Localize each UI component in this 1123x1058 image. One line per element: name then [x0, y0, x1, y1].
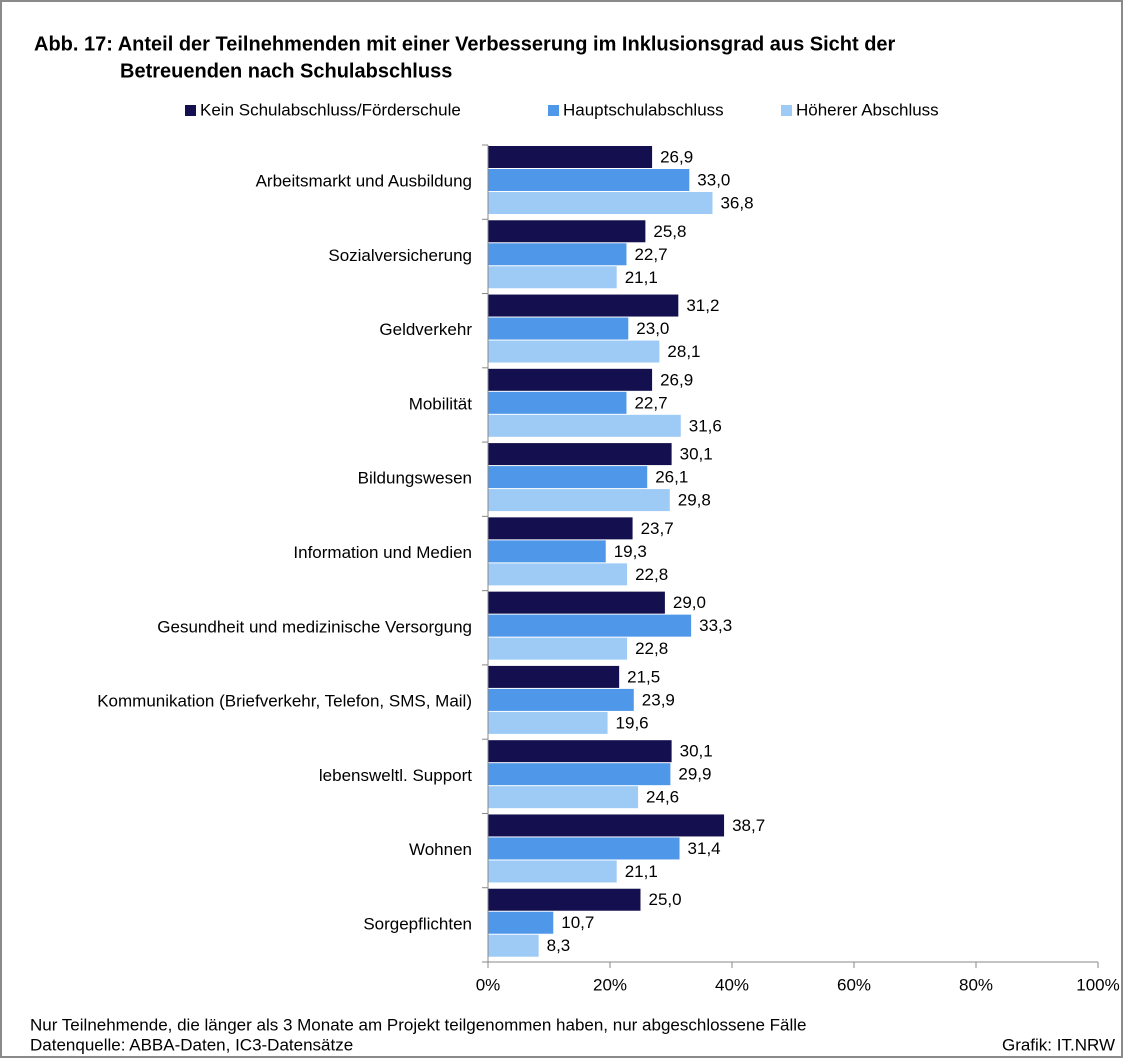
value-label: 22,8 [635, 639, 668, 658]
value-label: 24,6 [646, 788, 679, 807]
bar [488, 860, 617, 883]
value-label: 22,7 [634, 393, 667, 412]
value-label: 23,7 [641, 519, 674, 538]
legend-label: Kein Schulabschluss/Förderschule [200, 100, 461, 119]
y-tick-label: Bildungswesen [358, 469, 472, 488]
value-label: 21,5 [627, 667, 660, 686]
value-label: 31,6 [689, 416, 722, 435]
bar [488, 911, 554, 934]
value-label: 22,7 [634, 245, 667, 264]
x-tick-label: 100% [1076, 975, 1119, 994]
value-label: 36,8 [720, 193, 753, 212]
legend-swatch [781, 105, 792, 116]
value-label: 10,7 [561, 913, 594, 932]
legend-swatch [548, 105, 559, 116]
bar [488, 220, 646, 243]
value-label: 29,8 [678, 491, 711, 510]
x-tick-label: 40% [715, 975, 749, 994]
value-label: 31,4 [688, 839, 721, 858]
value-label: 33,3 [699, 616, 732, 635]
bar [488, 443, 672, 466]
bar [488, 340, 660, 363]
value-label: 23,9 [642, 690, 675, 709]
bar [488, 614, 692, 637]
value-label: 19,3 [614, 542, 647, 561]
bar [488, 317, 629, 340]
bar [488, 414, 681, 437]
bar [488, 266, 617, 289]
value-label: 21,1 [625, 268, 658, 287]
value-label: 26,9 [660, 370, 693, 389]
value-label: 26,9 [660, 147, 693, 166]
bar [488, 814, 725, 837]
value-label: 38,7 [732, 816, 765, 835]
note: Datenquelle: ABBA-Daten, IC3-Datensätze [30, 1035, 353, 1054]
legend-label: Höherer Abschluss [796, 100, 939, 119]
legend-swatch [185, 105, 196, 116]
y-tick-label: Wohnen [409, 840, 472, 859]
bar [488, 665, 620, 688]
bar [488, 688, 634, 711]
y-tick-label: Gesundheit und medizinische Versorgung [157, 617, 472, 636]
value-label: 19,6 [616, 713, 649, 732]
bar [488, 888, 641, 911]
y-tick-label: Sozialversicherung [328, 246, 472, 265]
bar [488, 489, 670, 512]
y-tick-label: Mobilität [409, 394, 473, 413]
bar [488, 192, 713, 214]
bar [488, 786, 639, 809]
y-tick-label: Arbeitsmarkt und Ausbildung [256, 172, 472, 191]
value-label: 33,0 [697, 170, 730, 189]
x-tick-label: 0% [476, 975, 501, 994]
value-label: 26,1 [655, 468, 688, 487]
bar [488, 540, 606, 563]
bar [488, 391, 627, 414]
y-tick-label: Kommunikation (Briefverkehr, Telefon, SM… [97, 692, 472, 711]
bar [488, 466, 648, 489]
value-label: 29,9 [678, 765, 711, 784]
chart-title: Betreuenden nach Schulabschluss [120, 60, 452, 82]
bar [488, 169, 690, 191]
x-tick-label: 60% [837, 975, 871, 994]
value-label: 31,2 [686, 296, 719, 315]
x-tick-label: 20% [593, 975, 627, 994]
bar [488, 711, 608, 734]
bar [488, 294, 679, 317]
bar [488, 243, 627, 266]
value-label: 25,8 [653, 222, 686, 241]
bar [488, 763, 671, 786]
value-label: 21,1 [625, 862, 658, 881]
value-label: 30,1 [680, 742, 713, 761]
value-label: 23,0 [636, 319, 669, 338]
note: Nur Teilnehmende, die länger als 3 Monat… [30, 1015, 806, 1034]
value-label: 22,8 [635, 565, 668, 584]
y-tick-label: Information und Medien [293, 543, 472, 562]
legend-label: Hauptschulabschluss [563, 100, 724, 119]
value-label: 28,1 [667, 342, 700, 361]
bar [488, 563, 628, 586]
bar [488, 146, 653, 168]
credit: Grafik: IT.NRW [1002, 1035, 1115, 1054]
value-label: 30,1 [680, 445, 713, 464]
bar [488, 591, 665, 614]
value-label: 25,0 [649, 890, 682, 909]
bar [488, 637, 628, 660]
x-tick-label: 80% [959, 975, 993, 994]
chart-title: Abb. 17: Anteil der Teilnehmenden mit ei… [34, 33, 896, 55]
bar [488, 517, 633, 540]
y-tick-label: lebensweltl. Support [319, 766, 472, 785]
bar [488, 934, 539, 957]
value-label: 29,0 [673, 593, 706, 612]
bar [488, 837, 680, 860]
y-tick-label: Sorgepflichten [363, 914, 472, 933]
bar [488, 740, 672, 763]
value-label: 8,3 [547, 936, 571, 955]
y-tick-label: Geldverkehr [379, 320, 472, 339]
bar [488, 368, 653, 391]
